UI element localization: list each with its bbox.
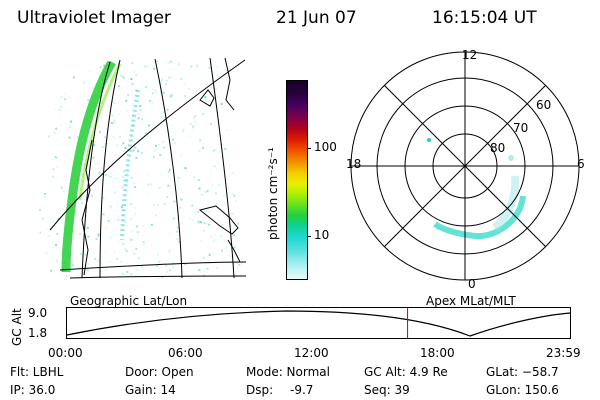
status-dsp-value: -9.7 xyxy=(290,383,314,397)
coastlines xyxy=(81,57,241,276)
geographic-image-panel xyxy=(38,57,247,279)
status-gc-altitude: GC Alt: 4.9 Re xyxy=(364,365,448,379)
colorbar-tick-100: 100 xyxy=(314,140,337,154)
status-dsp-label: Dsp: xyxy=(246,383,274,397)
mlt-label-12: 12 xyxy=(462,48,478,62)
time-label: 16:15:04 UT xyxy=(432,8,537,28)
mlt-label-18: 18 xyxy=(346,157,362,171)
latlon-grid xyxy=(49,57,247,279)
x-tick-2359: 23:59 xyxy=(546,346,581,360)
altitude-plot xyxy=(66,307,571,339)
lat-label-70: 70 xyxy=(513,121,529,135)
apex-panel-label: Apex MLat/MLT xyxy=(426,294,516,308)
polar-mlt-plot xyxy=(350,51,580,281)
x-tick-1800: 18:00 xyxy=(420,346,455,360)
mlt-label-6: 6 xyxy=(577,157,585,171)
status-mode: Mode: Normal xyxy=(246,365,330,379)
mlt-axes xyxy=(351,52,579,280)
status-glon: GLon: 150.6 xyxy=(486,383,559,397)
lat-label-60: 60 xyxy=(536,98,552,112)
altitude-tick-max: 9.0 xyxy=(28,306,48,320)
date-label: 21 Jun 07 xyxy=(276,8,357,28)
lat-label-80: 80 xyxy=(490,141,506,155)
mlt-label-0: 0 xyxy=(468,277,476,291)
x-tick-0000: 00:00 xyxy=(48,346,83,360)
altitude-tick-min: 1.8 xyxy=(28,326,48,340)
x-tick-0600: 06:00 xyxy=(168,346,203,360)
status-filter: Flt: LBHL xyxy=(10,365,64,379)
status-gain: Gain: 14 xyxy=(125,383,176,397)
colorbar-tick-10: 10 xyxy=(314,228,330,242)
instrument-title: Ultraviolet Imager xyxy=(17,8,171,28)
colorbar-unit-label: photon cm⁻²s⁻¹ xyxy=(266,147,280,240)
altitude-curve xyxy=(66,310,571,337)
status-door: Door: Open xyxy=(125,365,194,379)
x-tick-1200: 12:00 xyxy=(294,346,329,360)
altitude-ylabel: GC Alt xyxy=(10,308,24,346)
geographic-panel-label: Geographic Lat/Lon xyxy=(70,294,188,308)
aurora-oval xyxy=(433,195,526,240)
status-ip: IP: 36.0 xyxy=(10,383,56,397)
colorbar xyxy=(286,80,308,280)
aurora-band xyxy=(61,59,116,273)
status-sequence: Seq: 39 xyxy=(364,383,410,397)
altitude-plot-frame xyxy=(66,307,571,339)
status-glat: GLat: −58.7 xyxy=(486,365,559,379)
